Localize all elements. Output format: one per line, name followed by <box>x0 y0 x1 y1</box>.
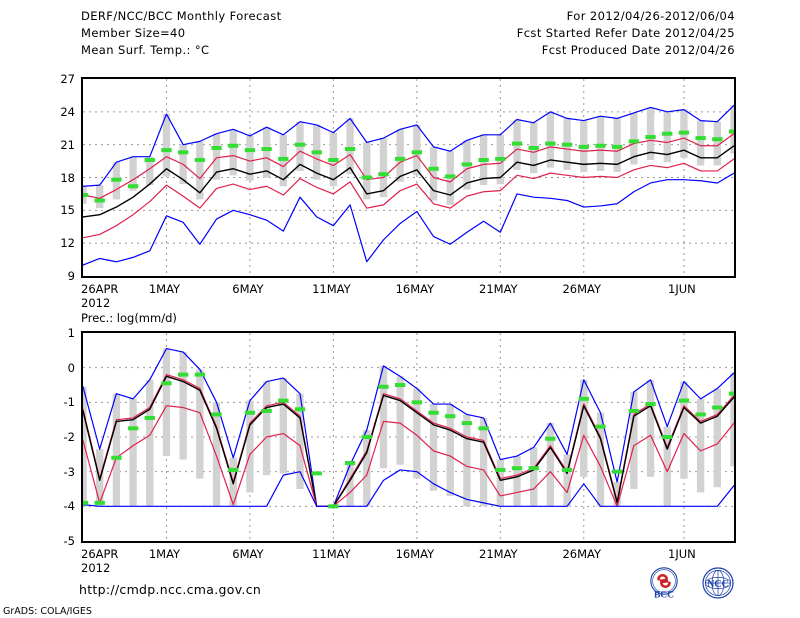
temperature-y-tick-label: 18 <box>60 170 75 185</box>
temperature-y-tick-label: 12 <box>60 236 75 251</box>
temperature-y-tick-label: 15 <box>60 203 75 218</box>
temperature-x-tick-label: 1MAY <box>148 282 181 296</box>
precipitation-y-tick-label: -3 <box>63 464 75 479</box>
chart-title: DERF/NCC/BCC Monthly Forecast <box>81 9 282 23</box>
precipitation-x-tick-label: 16MAY <box>395 547 435 561</box>
precipitation-x-year-label: 2012 <box>81 561 111 575</box>
precipitation-y-tick-label: -1 <box>63 395 75 410</box>
temperature-x-tick-label: 1JUN <box>668 282 696 296</box>
bcc-logo: BCC <box>650 567 678 601</box>
precipitation-plot-svg <box>83 333 734 541</box>
temperature-x-tick-label: 26APR <box>81 282 119 296</box>
precipitation-plot <box>81 331 736 543</box>
ncc-logo: NCC <box>702 567 734 599</box>
precipitation-x-tick-label: 1MAY <box>148 547 181 561</box>
precipitation-x-tick-label: 21MAY <box>479 547 518 561</box>
temperature-x-year-label: 2012 <box>81 296 111 310</box>
precipitation-y-tick-label: -5 <box>63 534 75 548</box>
precipitation-x-tick-label: 6MAY <box>232 547 264 561</box>
temperature-plot <box>81 77 736 278</box>
precipitation-y-tick-label: 0 <box>67 360 75 375</box>
precipitation-x-tick-label: 26APR <box>81 547 119 561</box>
member-size-label: Member Size=40 <box>81 26 186 40</box>
temperature-x-tick-label: 21MAY <box>479 282 518 296</box>
precipitation-y-tick-label: -2 <box>63 430 75 444</box>
temperature-x-tick-label: 11MAY <box>312 282 351 296</box>
temperature-y-tick-label: 27 <box>60 72 75 86</box>
temperature-x-tick-label: 26MAY <box>562 282 602 296</box>
precipitation-x-tick-label: 11MAY <box>312 547 351 561</box>
svg-text:BCC: BCC <box>654 591 674 601</box>
precipitation-y-tick-label: -4 <box>63 499 75 514</box>
precipitation-panel-title: Prec.: log(mm/d) <box>81 311 177 325</box>
fcst-start-date-label: Fcst Started Refer Date 2012/04/25 <box>516 26 735 40</box>
fcst-produced-label: Fcst Produced Date 2012/04/26 <box>541 43 735 57</box>
temperature-x-tick-label: 16MAY <box>395 282 435 296</box>
temperature-plot-svg <box>83 79 734 276</box>
svg-text:NCC: NCC <box>707 579 729 590</box>
precipitation-x-tick-label: 1JUN <box>668 547 696 561</box>
forecast-period-label: For 2012/04/26-2012/06/04 <box>566 9 735 23</box>
grads-credit: GrADS: COLA/IGES <box>3 606 92 617</box>
precipitation-x-tick-label: 26MAY <box>562 547 602 561</box>
temp-panel-title: Mean Surf. Temp.: °C <box>81 43 210 57</box>
temperature-x-tick-label: 6MAY <box>232 282 264 296</box>
cmdp-url[interactable]: http://cmdp.ncc.cma.gov.cn <box>79 582 262 597</box>
temperature-y-tick-label: 9 <box>67 269 75 283</box>
temperature-y-tick-label: 21 <box>60 137 75 152</box>
precipitation-y-tick-label: 1 <box>67 326 75 340</box>
logo-group: BCC NCC <box>641 566 745 602</box>
temperature-y-tick-label: 24 <box>60 104 75 119</box>
